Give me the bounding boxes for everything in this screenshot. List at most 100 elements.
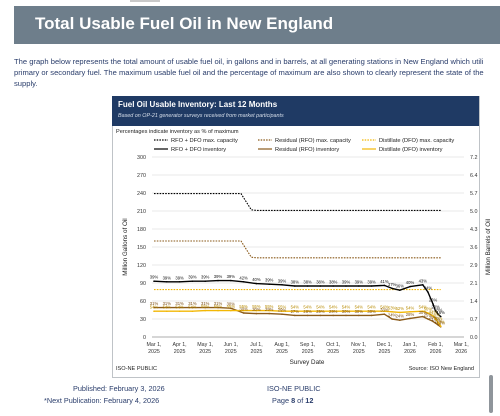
data-point (230, 309, 232, 312)
data-point (255, 309, 258, 312)
data-point (306, 314, 309, 317)
percent-label: 27% (291, 309, 300, 314)
percent-label: 31% (201, 301, 210, 306)
percent-label: 36% (396, 284, 405, 289)
percent-label: 38% (303, 280, 312, 285)
x-tick-label: Oct 1, (326, 342, 340, 348)
data-point (370, 314, 373, 317)
y2-tick-label: 1.4 (470, 299, 478, 305)
page-total: 12 (305, 396, 314, 405)
data-point (370, 310, 373, 313)
x-tick-label: 2025 (199, 349, 211, 355)
percent-label: 26% (429, 298, 438, 303)
data-point (427, 312, 429, 314)
percent-label: 40% (252, 277, 261, 282)
y-tick-label: 60 (140, 299, 146, 305)
percent-label: 55% (239, 304, 248, 309)
published-row: Published: February 3, 2026 (73, 384, 165, 393)
percent-label: 50% (424, 307, 433, 312)
data-point (345, 310, 347, 313)
data-point (255, 282, 258, 285)
percent-label: 54% (342, 305, 351, 310)
x-tick-label: 2026 (455, 349, 467, 355)
percent-label: 22% (437, 320, 446, 325)
next-publication-label: *Next Publication: (44, 396, 102, 405)
data-point (422, 284, 424, 286)
percent-label: 38% (316, 280, 325, 285)
page-mid: of (295, 396, 306, 405)
percent-label: 52% (396, 306, 405, 311)
description-line: supply. (14, 79, 38, 88)
data-point (242, 309, 245, 312)
data-point (178, 281, 181, 283)
data-point (153, 280, 155, 283)
percent-label: 55% (252, 304, 261, 309)
data-point (204, 309, 206, 312)
y2-tick-label: 0.7 (470, 317, 478, 323)
top-divider (130, 0, 160, 2)
percent-label: 42% (239, 275, 248, 280)
percent-label: 38% (329, 280, 338, 285)
x-tick-label: Jan 1, (403, 342, 417, 348)
percent-label: 38% (431, 313, 440, 318)
percent-label: 30% (419, 310, 428, 315)
data-point (230, 307, 232, 310)
percent-label: 55% (201, 304, 210, 309)
legend-label: Residual (RFO) inventory (275, 147, 339, 153)
data-point (230, 279, 232, 282)
x-tick-label: 2025 (276, 349, 288, 355)
page-number: 8 (291, 396, 296, 405)
data-point (191, 280, 194, 283)
data-point (422, 310, 424, 313)
percent-label: 24% (396, 314, 405, 319)
percent-label: 29% (316, 309, 325, 314)
data-point (217, 306, 219, 309)
percent-label: 40% (406, 280, 415, 285)
data-point (153, 306, 155, 309)
y-tick-label: 150 (137, 245, 146, 251)
percent-label: 54% (329, 305, 338, 310)
data-point (204, 306, 206, 309)
data-point (437, 321, 439, 324)
data-point (409, 317, 411, 320)
x-tick-label: 2026 (404, 349, 416, 355)
y-tick-label: 30 (140, 317, 146, 323)
next-publication-date: February 4, 2026 (103, 396, 160, 405)
percent-label: 38% (291, 280, 300, 285)
description: The graph below represents the total amo… (14, 56, 500, 89)
percent-label: 31% (163, 301, 172, 306)
percent-label: 39% (265, 278, 274, 283)
x-tick-label: Feb 1, (428, 342, 443, 348)
y-axis-title: Million Gallons of Oil (122, 218, 129, 275)
data-point (294, 285, 296, 287)
chart-source: Source: ISO New England (409, 366, 474, 372)
percent-label: 31% (188, 301, 197, 306)
page-prefix: Page (272, 396, 292, 405)
scrollbar[interactable] (489, 375, 493, 413)
x-tick-label: 2025 (148, 349, 160, 355)
data-point (332, 310, 335, 313)
data-point (427, 291, 429, 293)
title-banner: Total Usable Fuel Oil in New England (14, 6, 500, 44)
percent-label: 25% (424, 313, 433, 318)
percent-label: 39% (201, 275, 210, 280)
data-point (439, 315, 442, 318)
data-point (281, 310, 283, 313)
y2-tick-label: 2.1 (470, 281, 478, 287)
published-date: February 3, 2026 (109, 384, 165, 393)
description-line: primary or secondary fuel. The maximum u… (14, 68, 484, 77)
y-tick-label: 90 (140, 281, 146, 287)
percent-label: 39% (175, 275, 184, 280)
data-point (437, 313, 439, 316)
series-line (154, 193, 441, 211)
data-point (306, 310, 309, 313)
data-point (391, 287, 393, 290)
y2-tick-label: 3.6 (470, 245, 478, 251)
data-point (383, 310, 386, 313)
data-point (439, 325, 442, 328)
percent-label: 30% (355, 309, 364, 314)
x-tick-label: Apr 1, (173, 342, 187, 348)
data-point (434, 318, 437, 320)
